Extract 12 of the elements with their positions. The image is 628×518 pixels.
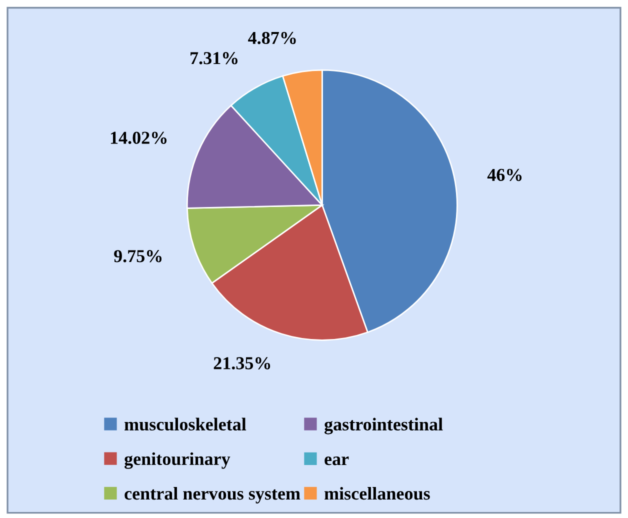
data-label: 14.02% (110, 132, 166, 144)
legend-label: miscellaneous (324, 487, 430, 500)
legend-label: genitourinary (124, 452, 230, 469)
legend-label: ear (324, 456, 349, 466)
data-label: 7.31% (190, 52, 238, 64)
legend-label: gastrointestinal (324, 418, 443, 434)
legend-label: central nervous system (124, 487, 300, 504)
data-label: 46% (487, 168, 522, 182)
data-label: 4.87% (248, 32, 296, 44)
data-label: 9.75% (114, 250, 162, 262)
data-label: 21.35% (214, 357, 270, 370)
legend-label: musculoskeletal (124, 418, 246, 431)
